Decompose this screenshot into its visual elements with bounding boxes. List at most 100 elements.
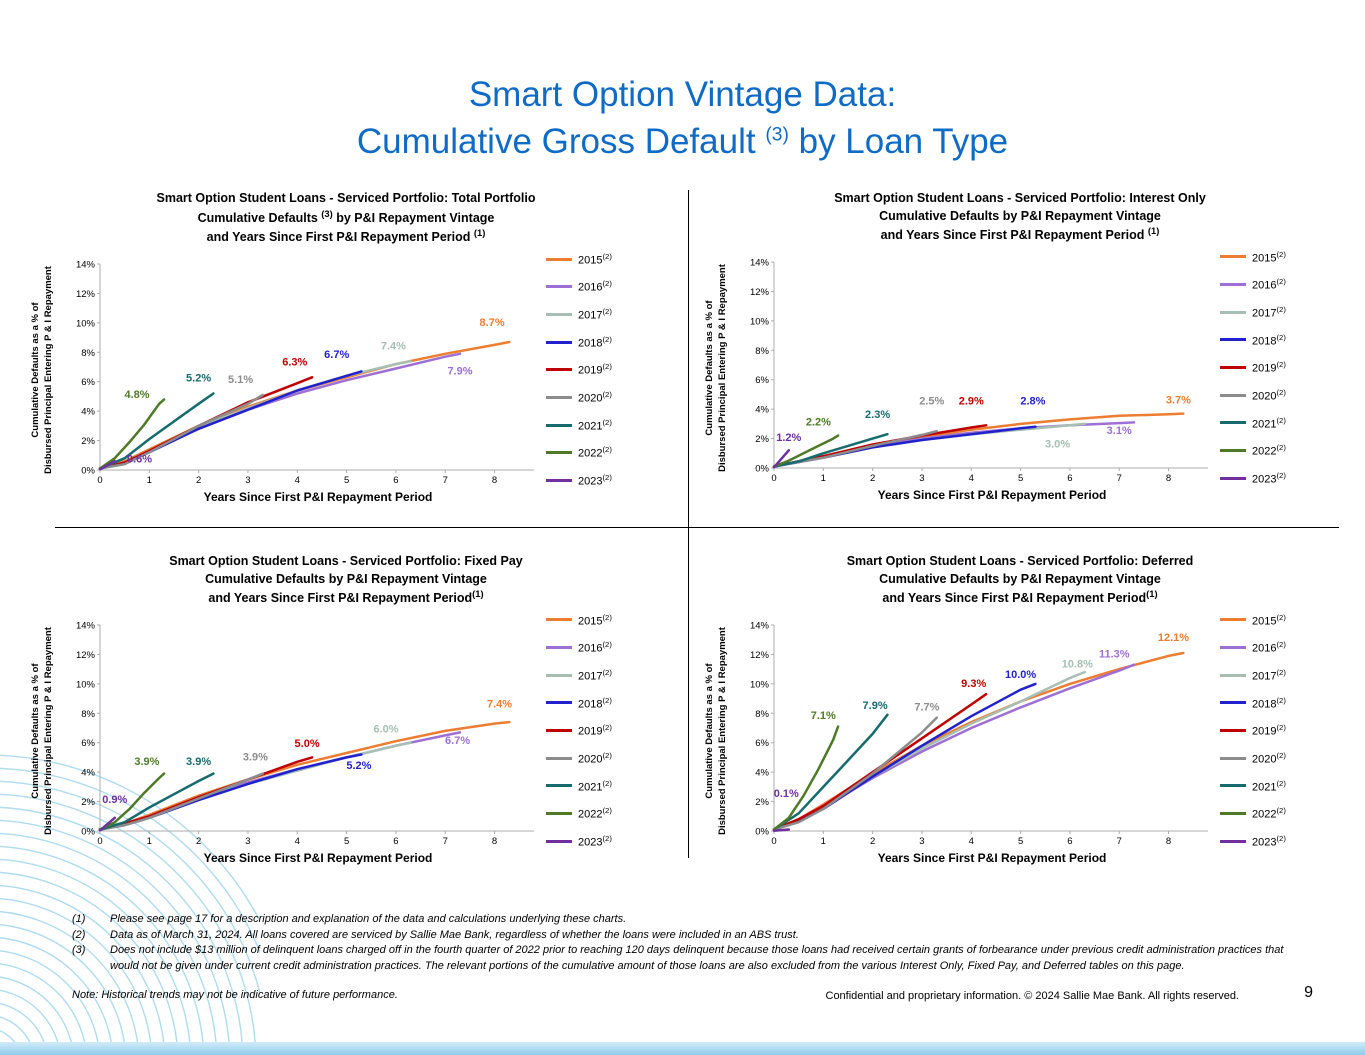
legend-color-swatch bbox=[1220, 673, 1246, 677]
chart-title-line: Smart Option Student Loans - Serviced Po… bbox=[834, 191, 1206, 205]
data-label-2017: 3.0% bbox=[1045, 438, 1070, 450]
y-tick-label: 0% bbox=[81, 465, 95, 476]
series-line-2023 bbox=[98, 816, 117, 832]
series-line-2023 bbox=[772, 827, 791, 832]
data-label-2018: 5.2% bbox=[346, 760, 371, 772]
data-label-2022: 3.9% bbox=[134, 755, 159, 767]
x-tick-label: 7 bbox=[1117, 836, 1122, 847]
x-tick-label: 4 bbox=[969, 836, 974, 847]
legend-item-2016: 2016(2) bbox=[546, 640, 650, 655]
y-tick-label: 6% bbox=[81, 377, 95, 388]
legend-item-2021: 2021(2) bbox=[546, 779, 650, 793]
y-tick-label: 6% bbox=[755, 375, 769, 386]
chart-legend: 2015(2) 2016(2) 2017(2) 2018(2) 2019(2) 2020(… bbox=[546, 250, 650, 490]
series-line-2021 bbox=[772, 432, 889, 468]
legend-item-2021: 2021(2) bbox=[1220, 779, 1324, 793]
legend-item-2017: 2017(2) bbox=[546, 668, 650, 683]
line-chart-interest-only: 0 1 2 3 4 5 6 7 8 0% 2% 4% 6% 8% 10% 12% 14% 3.7% 3.1% 3.0%… bbox=[750, 257, 1208, 484]
legend-color-swatch bbox=[546, 423, 572, 427]
legend-item-2022: 2022(2) bbox=[1220, 806, 1324, 821]
page-title-line2: Cumulative Gross Default (3) by Loan Typ… bbox=[0, 119, 1365, 166]
y-tick-label: 8% bbox=[755, 345, 769, 356]
legend-color-swatch bbox=[1220, 701, 1246, 705]
legend-color-swatch bbox=[546, 340, 572, 344]
legend-item-2015: 2015(2) bbox=[546, 613, 650, 627]
x-tick-label: 3 bbox=[919, 473, 924, 484]
legend-color-swatch bbox=[1220, 476, 1246, 480]
legend-year-label: 2019(2) bbox=[578, 362, 612, 378]
x-tick-label: 2 bbox=[196, 836, 201, 847]
legend-item-2015: 2015(2) bbox=[1220, 250, 1324, 264]
x-tick-label: 0 bbox=[771, 836, 776, 847]
y-tick-label: 4% bbox=[755, 767, 769, 778]
data-label-2017: 7.4% bbox=[381, 340, 406, 352]
legend-color-swatch bbox=[546, 451, 572, 455]
legend-color-swatch bbox=[546, 646, 572, 650]
legend-item-2021: 2021(2) bbox=[1220, 416, 1324, 430]
data-label-2015: 8.7% bbox=[480, 317, 505, 329]
legend-year-label: 2019(2) bbox=[578, 723, 612, 738]
y-tick-label: 10% bbox=[750, 679, 770, 690]
chart-panel-interest-only: Smart Option Student Loans - Serviced Po… bbox=[682, 178, 1357, 527]
legend-item-2018: 2018(2) bbox=[546, 335, 650, 349]
series-line-2022 bbox=[98, 397, 166, 470]
y-axis-title: Cumulative Defaults as a % of Disbursed P… bbox=[704, 626, 728, 835]
page-title-superscript: (3) bbox=[765, 124, 789, 146]
legend-year-label: 2017(2) bbox=[1252, 304, 1286, 320]
data-label-2020: 2.5% bbox=[919, 395, 944, 407]
x-tick-label: 0 bbox=[97, 475, 102, 486]
legend-year-label: 2023(2) bbox=[1252, 833, 1286, 849]
footnote-number: (1) bbox=[72, 913, 86, 925]
line-chart-fixed-pay: 0 1 2 3 4 5 6 7 8 0% 2% 4% 6% 8% 10% 12% 14% 7.4% 6.7% 6.0%… bbox=[76, 620, 534, 847]
data-label-2021: 7.9% bbox=[863, 700, 888, 712]
y-tick-label: 6% bbox=[755, 738, 769, 749]
legend-color-swatch bbox=[1220, 366, 1246, 370]
series-line-2016 bbox=[772, 420, 1136, 468]
data-label-2017: 6.0% bbox=[373, 723, 398, 735]
data-label-2020: 5.1% bbox=[228, 374, 253, 386]
data-label-2022: 7.1% bbox=[811, 710, 836, 722]
chart-legend: 2015(2) 2016(2) 2017(2) 2018(2) 2019(2) 2020(… bbox=[546, 611, 650, 851]
series-line-2021 bbox=[772, 713, 889, 831]
footnotes: (1) Please see page 17 for a description… bbox=[72, 912, 1312, 974]
x-tick-label: 5 bbox=[1018, 836, 1023, 847]
legend-item-2020: 2020(2) bbox=[546, 751, 650, 766]
legend-color-swatch bbox=[546, 618, 572, 622]
series-line-2022 bbox=[772, 434, 840, 468]
footnote-number: (3) bbox=[72, 944, 86, 957]
line-chart-deferred: 0 1 2 3 4 5 6 7 8 0% 2% 4% 6% 8% 10% 12% 14% 12.1% 11.3% 10… bbox=[750, 620, 1208, 847]
legend-item-2020: 2020(2) bbox=[1220, 388, 1324, 403]
charts-grid: Smart Option Student Loans - Serviced Po… bbox=[8, 178, 1357, 865]
footnote-text: Does not include $13 million of delinque… bbox=[110, 944, 1284, 972]
chart-body: Cumulative Defaults as a % of Disbursed P… bbox=[700, 248, 1357, 488]
x-tick-label: 0 bbox=[771, 473, 776, 484]
decorative-wave-arc bbox=[0, 989, 59, 1042]
legend-color-swatch bbox=[546, 285, 572, 289]
legend-item-2022: 2022(2) bbox=[1220, 443, 1324, 458]
series-line-2019 bbox=[772, 692, 988, 831]
chart-body: Cumulative Defaults as a % of Disbursed P… bbox=[700, 611, 1357, 851]
data-label-2016: 6.7% bbox=[445, 735, 470, 747]
legend-color-swatch bbox=[546, 812, 572, 816]
x-tick-label: 8 bbox=[492, 475, 497, 486]
legend-year-label: 2020(2) bbox=[578, 750, 612, 766]
chart-legend: 2015(2) 2016(2) 2017(2) 2018(2) 2019(2) 2020(… bbox=[1220, 248, 1324, 488]
y-tick-label: 6% bbox=[81, 738, 95, 749]
legend-year-label: 2016(2) bbox=[1252, 277, 1286, 292]
chart-title-line: Cumulative Defaults by P&I Repayment Vin… bbox=[879, 208, 1161, 223]
chart-title-line: Cumulative Defaults (3) by P&I Repayment… bbox=[197, 208, 495, 225]
footnote-3: (3) Does not include $13 million of deli… bbox=[72, 943, 1312, 974]
legend-item-2020: 2020(2) bbox=[546, 390, 650, 405]
footnote-text: Data as of March 31, 2024. All loans cov… bbox=[110, 928, 799, 941]
x-tick-label: 1 bbox=[821, 473, 826, 484]
chart-title-line: and Years Since First P&I Repayment Peri… bbox=[208, 589, 484, 606]
legend-color-swatch bbox=[546, 839, 572, 843]
legend-item-2022: 2022(2) bbox=[546, 806, 650, 821]
y-tick-label: 2% bbox=[81, 797, 95, 808]
series-line-2018 bbox=[772, 682, 1037, 831]
y-tick-label: 0% bbox=[81, 826, 95, 837]
y-tick-label: 0% bbox=[755, 463, 769, 474]
x-tick-label: 5 bbox=[344, 475, 349, 486]
legend-color-swatch bbox=[546, 368, 572, 372]
y-tick-label: 12% bbox=[76, 289, 96, 300]
